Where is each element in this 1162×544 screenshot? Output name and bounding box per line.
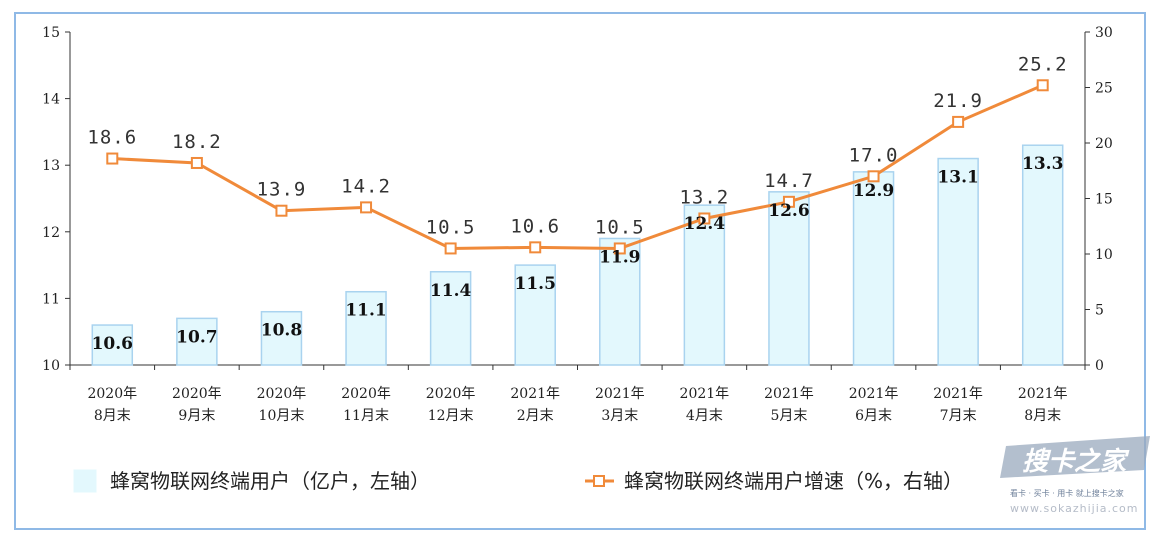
right-tick-label: 25 [1095,81,1113,97]
bar [345,290,387,366]
watermark-slogan: 看卡 · 买卡 · 用卡 就上搜卡之家 [1010,488,1124,498]
category-label: 2020年 11月末 [341,386,391,424]
bar [1021,144,1064,366]
line-value-label: 13.9 [257,179,307,201]
left-tick-label: 14 [42,92,60,108]
bar [937,157,979,366]
bar-value-label: 13.3 [1022,154,1063,174]
legend-bar-swatch [73,469,97,493]
category-label: 2021年 4月末 [680,386,730,424]
legend-line-marker [593,475,605,487]
line-value-label: 13.2 [679,186,729,208]
line-point [275,204,288,217]
bar-value-label: 12.6 [768,201,809,221]
line-value-label: 18.6 [87,127,137,149]
watermark-url: www.sokazhijia.com [1010,502,1139,515]
left-tick-label: 12 [42,225,60,241]
line-point [444,242,457,255]
bar [599,237,641,366]
bar-value-label: 11.4 [430,281,472,301]
left-tick-label: 11 [42,291,60,307]
bar [514,264,556,366]
bar [260,310,303,366]
bar-value-label: 12.9 [853,181,894,201]
bar-value-label: 10.6 [92,334,133,354]
line-point [190,156,203,169]
category-label: 2020年 12月末 [426,386,476,424]
right-tick-label: 5 [1095,303,1104,319]
bar [91,324,134,366]
line-value-label: 10.5 [426,216,476,238]
line-value-label: 10.5 [595,216,645,238]
line-point [1036,79,1049,92]
line-point [782,195,795,208]
bar [852,171,895,366]
category-label: 2020年 8月末 [87,386,137,424]
bar [768,191,810,366]
bar-value-label: 12.4 [684,214,726,234]
growth-line [112,83,1044,250]
line-value-label: 25.2 [1018,53,1068,75]
right-tick-label: 10 [1095,247,1113,263]
bar-value-label: 11.1 [345,301,386,321]
line-point [360,201,373,214]
line-point [106,152,119,165]
category-label: 2021年 3月末 [595,386,645,424]
left-tick-label: 15 [42,25,60,41]
category-label: 2021年 6月末 [849,386,899,424]
legend-bar-label: 蜂窝物联网终端用户（亿户，左轴） [110,469,430,493]
left-tick-label: 10 [42,358,60,374]
watermark-badge [1000,436,1150,478]
right-tick-label: 30 [1095,25,1113,41]
line-value-label: 21.9 [933,90,983,112]
bar-value-label: 10.7 [176,327,217,347]
category-label: 2021年 8月末 [1018,386,1068,424]
right-tick-label: 15 [1095,192,1113,208]
category-label: 2021年 2月末 [510,386,560,424]
category-label: 2020年 9月末 [172,386,222,424]
bar [683,204,726,366]
bar [176,317,218,366]
line-value-label: 10.6 [510,215,560,237]
line-value-label: 18.2 [172,131,222,153]
category-label: 2020年 10月末 [257,386,307,424]
chart-frame [14,12,1146,530]
bar-value-label: 13.1 [937,168,978,188]
line-point [613,242,626,255]
line-point [529,241,542,254]
bar-value-label: 10.8 [261,321,302,341]
chart-axes: 10 11 12 13 14 15 0 5 10 15 20 25 30 2020年 8月末 2020年 9月末… [42,25,1113,424]
bar [429,271,472,366]
category-label: 2021年 7月末 [933,386,983,424]
bar-value-label: 11.9 [599,247,640,267]
right-tick-label: 0 [1095,358,1104,374]
line-point [867,170,880,183]
category-label: 2021年 5月末 [764,386,814,424]
bar-series [91,144,1064,366]
right-tick-label: 20 [1095,136,1113,152]
line-point [952,115,965,128]
bar-value-label: 11.5 [515,274,556,294]
line-value-label: 14.7 [764,170,814,192]
legend-line-label: 蜂窝物联网终端用户增速（%，右轴） [624,469,963,493]
line-value-label: 17.0 [849,144,899,166]
line-point [698,212,711,225]
line-value-label: 14.2 [341,175,391,197]
legend: 蜂窝物联网终端用户（亿户，左轴） 蜂窝物联网终端用户增速（%，右轴） [73,469,963,493]
watermark-brand: 搜卡之家 [1022,447,1130,477]
data-labels: 10.6 10.7 10.8 11.1 11.4 11.5 11.9 12.4 12.6 12.9… [87,53,1068,354]
line-series [106,79,1049,255]
left-tick-label: 13 [42,158,60,174]
